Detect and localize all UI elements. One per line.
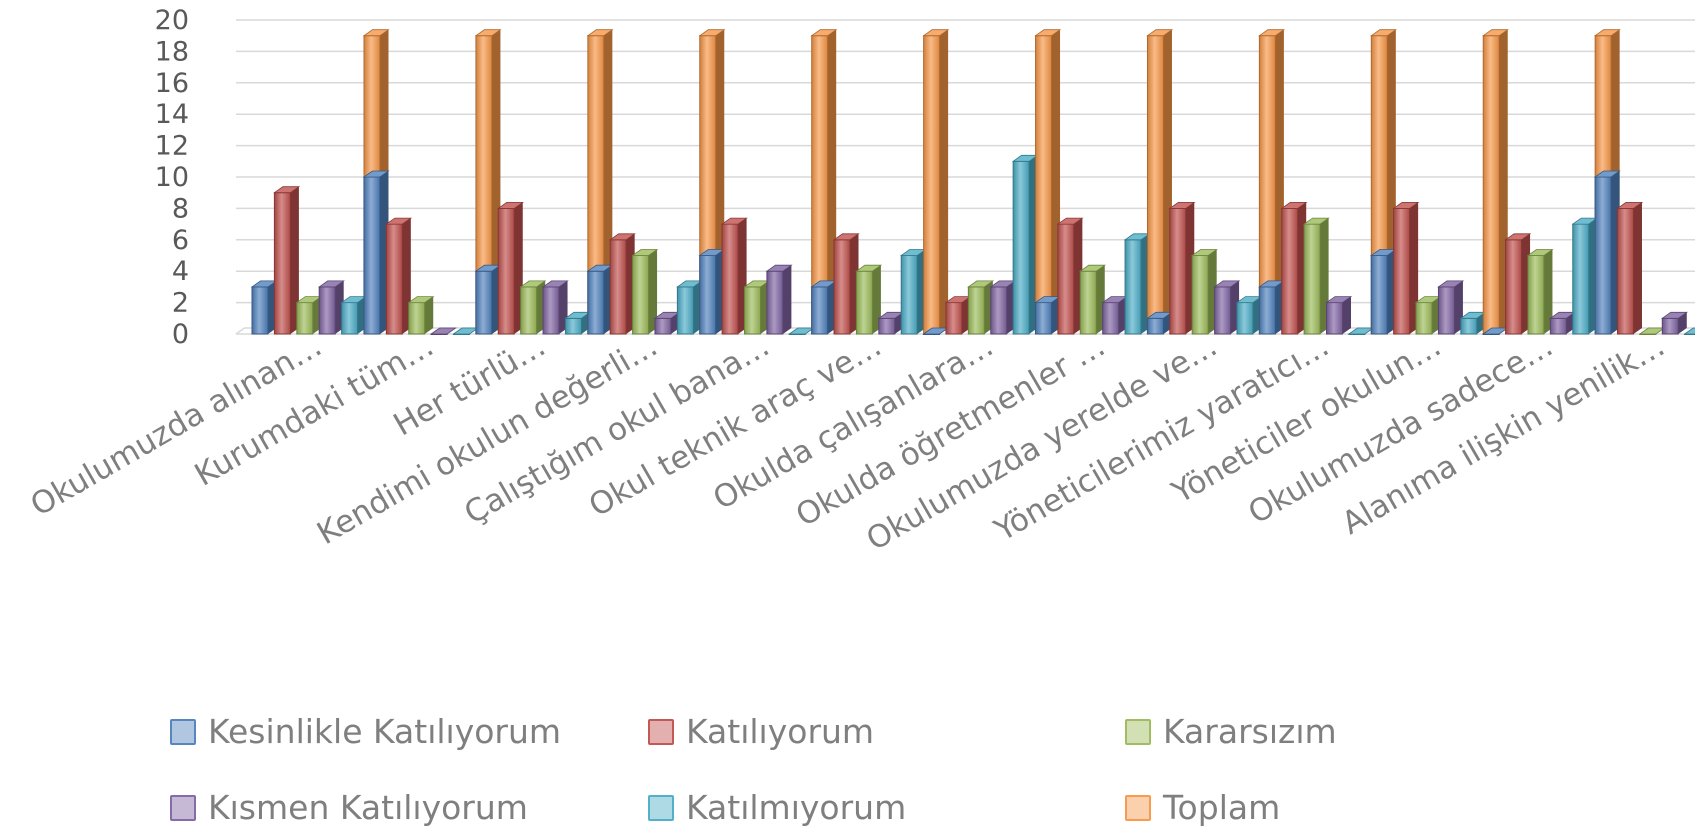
bar	[295, 296, 323, 335]
bar	[720, 217, 748, 335]
legend-item: Kısmen Katılıyorum	[170, 788, 528, 827]
y-tick-label: 20	[155, 5, 189, 36]
legend-swatch-5	[1125, 794, 1151, 821]
legend-label: Kısmen Katılıyorum	[208, 788, 528, 827]
legend-label: Katılmıyorum	[686, 788, 907, 827]
bars	[250, 29, 1695, 335]
legend-item: Kararsızım	[1125, 712, 1337, 751]
bar	[273, 186, 301, 335]
legend-label: Kesinlikle Katılıyorum	[208, 712, 562, 751]
y-tick-label: 18	[155, 36, 189, 67]
bar	[1146, 29, 1174, 335]
legend-swatch-3	[170, 794, 196, 821]
y-tick-label: 4	[172, 256, 189, 287]
bar	[1504, 233, 1532, 335]
y-tick-label: 8	[172, 193, 189, 224]
bar	[855, 264, 883, 335]
y-tick-label: 2	[172, 288, 189, 319]
legend-item: Toplam	[1125, 788, 1280, 827]
bar	[765, 264, 793, 335]
bar	[407, 296, 435, 335]
bar	[1616, 201, 1644, 335]
legend-swatch-1	[648, 718, 674, 745]
y-tick-label: 6	[172, 225, 189, 256]
y-tick-label: 12	[155, 131, 189, 162]
legend-label: Toplam	[1163, 788, 1281, 827]
bar	[698, 249, 726, 335]
bar	[496, 201, 525, 335]
legend-item: Katılmıyorum	[648, 788, 906, 827]
y-tick-label: 10	[155, 162, 189, 193]
bar	[944, 296, 972, 335]
bar	[1683, 327, 1695, 335]
bar	[1526, 249, 1554, 335]
legend-swatch-4	[648, 794, 674, 821]
legend-item: Katılıyorum	[648, 712, 874, 751]
y-tick-label: 16	[155, 68, 189, 99]
legend-label: Katılıyorum	[686, 712, 875, 751]
bar	[1079, 264, 1107, 335]
legend-swatch-0	[170, 718, 196, 745]
bar	[1325, 296, 1353, 335]
bar	[1661, 311, 1689, 335]
bar	[1392, 201, 1420, 335]
legend-swatch-2	[1125, 718, 1151, 745]
bar	[1347, 327, 1375, 335]
legend-label: Kararsızım	[1163, 712, 1337, 751]
bar	[1056, 217, 1084, 335]
bar	[631, 249, 659, 335]
bar	[1481, 29, 1509, 335]
bar	[1258, 29, 1286, 335]
legend-item: Kesinlikle Katılıyorum	[170, 712, 561, 751]
y-tick-label: 14	[155, 99, 189, 130]
y-tick-label: 0	[172, 319, 189, 350]
bar	[429, 327, 457, 335]
